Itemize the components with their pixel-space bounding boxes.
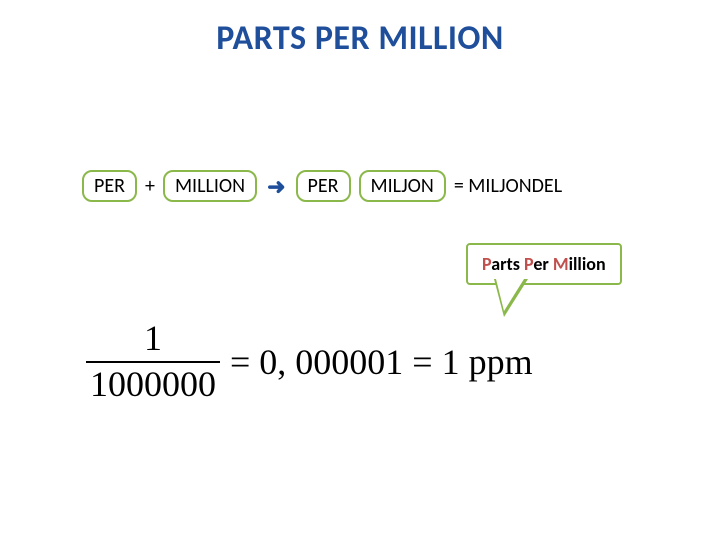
pill-miljon: MILJON xyxy=(359,170,446,202)
ppm-formula: 1 1000000 = 0, 000001 = 1 ppm xyxy=(86,320,533,404)
callout-p1-rest: arts xyxy=(491,253,524,275)
callout-p1-initial: P xyxy=(482,253,491,275)
formula-rest: = 0, 000001 = 1 ppm xyxy=(220,341,533,383)
callout-m-rest: illion xyxy=(569,253,606,275)
title-text: PARTS PER MILLION xyxy=(216,18,504,59)
pill-per-1: PER xyxy=(82,170,137,202)
plus-sign: + xyxy=(145,174,155,198)
pill-million: MILLION xyxy=(163,170,257,202)
equals-miljondel: = MILJONDEL xyxy=(454,174,562,198)
fraction-numerator: 1 xyxy=(140,320,166,361)
fraction-denominator: 1000000 xyxy=(86,361,220,404)
callout-m-initial: M xyxy=(553,253,569,275)
pill-per-2: PER xyxy=(296,170,351,202)
arrow-icon: ➜ xyxy=(265,173,287,200)
etymology-line: PER + MILLION ➜ PER MILJON = MILJONDEL xyxy=(82,170,562,202)
callout-p2-rest: er xyxy=(533,253,553,275)
fraction: 1 1000000 xyxy=(86,320,220,404)
page-title: PARTS PER MILLION xyxy=(0,18,720,59)
callout-ppm: Parts Per Million xyxy=(466,243,622,285)
callout-p2-initial: P xyxy=(524,253,533,275)
